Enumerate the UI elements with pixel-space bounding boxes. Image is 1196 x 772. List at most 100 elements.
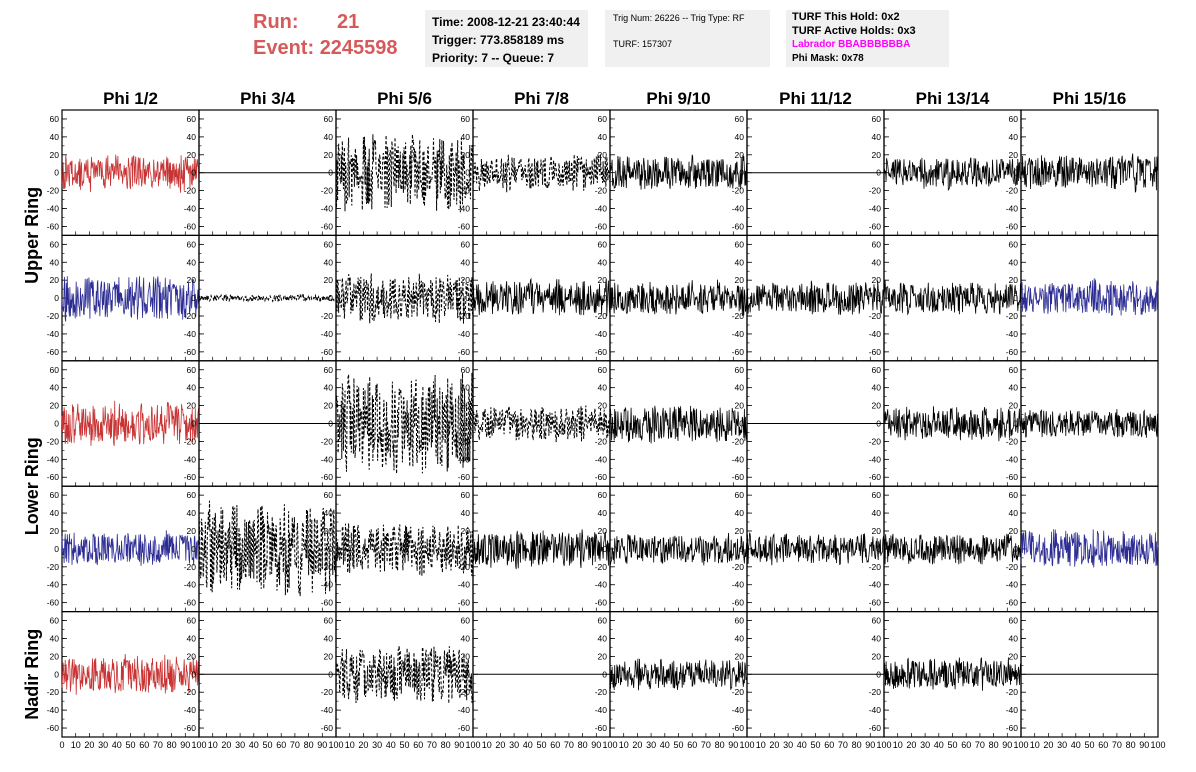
y-tick-label: -60 — [184, 723, 197, 733]
y-tick-label: 60 — [598, 114, 608, 124]
waveform-trace — [198, 293, 337, 303]
waveform-trace — [472, 405, 611, 443]
y-tick-label: 20 — [324, 275, 334, 285]
waveform-panel: -60 -40 -20 0 20 40 60 — [732, 485, 885, 613]
y-tick-label: -40 — [732, 454, 745, 464]
y-tick-label: 0 — [602, 419, 607, 429]
y-tick-label: 0 — [739, 293, 744, 303]
x-tick-label: 90 — [454, 740, 464, 750]
waveform-panel: -60 -40 -20 0 20 40 60 — [1006, 234, 1159, 362]
x-tick-label: 20 — [769, 740, 779, 750]
x-tick-label: 40 — [797, 740, 807, 750]
y-tick-label: -40 — [47, 580, 60, 590]
x-tick-label: 10 — [208, 740, 218, 750]
y-tick-label: 20 — [461, 275, 471, 285]
y-tick-label: 0 — [1013, 168, 1018, 178]
y-tick-label: -60 — [321, 598, 334, 608]
y-tick-label: 60 — [461, 114, 471, 124]
y-tick-label: 40 — [598, 508, 608, 518]
x-tick-label: 20 — [495, 740, 505, 750]
y-tick-label: 20 — [735, 651, 745, 661]
waveform-panel: -60 -40 -20 0 20 40 60 — [184, 485, 337, 613]
ring-label: Nadir Ring — [22, 629, 42, 720]
y-tick-label: -20 — [732, 562, 745, 572]
turf-active-holds-text: TURF Active Holds: 0x3 — [792, 25, 916, 37]
y-tick-label: 20 — [461, 150, 471, 160]
y-tick-label: 60 — [324, 365, 334, 375]
y-tick-label: 20 — [1009, 401, 1019, 411]
x-tick-label: 70 — [564, 740, 574, 750]
y-tick-label: 40 — [1009, 383, 1019, 393]
y-tick-label: -60 — [321, 221, 334, 231]
y-tick-label: 60 — [872, 616, 882, 626]
x-tick-label: 70 — [838, 740, 848, 750]
x-tick-label: 80 — [304, 740, 314, 750]
y-tick-label: 20 — [598, 526, 608, 536]
x-tick-label: 50 — [810, 740, 820, 750]
y-tick-label: -60 — [184, 347, 197, 357]
waveform-panel: -60 -40 -20 0 20 40 60 — [595, 109, 748, 237]
y-tick-label: -20 — [1006, 562, 1019, 572]
y-tick-label: -40 — [732, 204, 745, 214]
y-tick-label: -20 — [595, 186, 608, 196]
x-tick-label: 70 — [1112, 740, 1122, 750]
y-tick-label: -20 — [321, 186, 334, 196]
y-tick-label: -20 — [595, 562, 608, 572]
x-tick-label: 80 — [989, 740, 999, 750]
x-tick-label: 80 — [852, 740, 862, 750]
y-tick-label: 20 — [324, 526, 334, 536]
y-tick-label: 20 — [461, 651, 471, 661]
y-tick-label: 0 — [465, 669, 470, 679]
y-tick-label: 0 — [1013, 293, 1018, 303]
waveform-trace — [198, 500, 337, 597]
y-tick-label: 60 — [461, 616, 471, 626]
waveform-trace — [746, 532, 885, 566]
y-tick-label: 40 — [50, 508, 60, 518]
y-tick-label: 40 — [324, 383, 334, 393]
y-tick-label: 20 — [735, 401, 745, 411]
y-tick-label: 60 — [1009, 239, 1019, 249]
y-tick-label: 40 — [598, 383, 608, 393]
y-tick-label: -20 — [1006, 311, 1019, 321]
y-tick-label: 0 — [876, 293, 881, 303]
y-tick-label: 60 — [872, 490, 882, 500]
y-tick-label: 40 — [872, 132, 882, 142]
y-tick-label: 60 — [598, 490, 608, 500]
x-tick-label: 10 — [756, 740, 766, 750]
y-tick-label: 40 — [461, 257, 471, 267]
waveform-trace — [61, 154, 200, 193]
y-tick-label: 60 — [735, 616, 745, 626]
y-tick-label: -60 — [458, 723, 471, 733]
y-tick-label: -20 — [47, 311, 60, 321]
y-tick-label: 20 — [461, 526, 471, 536]
waveform-panel: -60 -40 -20 0 20 40 60 — [184, 360, 337, 487]
y-tick-label: -40 — [869, 454, 882, 464]
y-tick-label: 20 — [50, 401, 60, 411]
y-tick-label: 0 — [328, 168, 333, 178]
waveform-panel: -60 -40 -20 0 20 40 60 — [47, 109, 200, 237]
y-tick-label: 20 — [187, 275, 197, 285]
x-tick-label: 50 — [125, 740, 135, 750]
y-tick-label: 0 — [54, 544, 59, 554]
y-tick-label: 20 — [872, 651, 882, 661]
y-tick-label: 60 — [1009, 490, 1019, 500]
y-tick-label: 20 — [324, 150, 334, 160]
y-tick-label: -20 — [595, 436, 608, 446]
y-tick-label: 60 — [735, 114, 745, 124]
y-tick-label: 60 — [50, 239, 60, 249]
x-tick-label: 40 — [249, 740, 259, 750]
y-tick-label: -20 — [184, 436, 197, 446]
x-tick-label: 80 — [715, 740, 725, 750]
column-title: Phi 3/4 — [240, 89, 295, 108]
y-tick-label: 40 — [735, 383, 745, 393]
y-tick-label: 20 — [324, 401, 334, 411]
y-tick-label: -20 — [869, 186, 882, 196]
y-tick-label: -60 — [1006, 723, 1019, 733]
y-tick-label: -20 — [732, 311, 745, 321]
waveform-trace — [1020, 278, 1159, 316]
y-tick-label: 20 — [872, 401, 882, 411]
turf-info-box: TURF This Hold: 0x2 TURF Active Holds: 0… — [786, 10, 949, 67]
waveform-panel: -60 -40 -20 0 20 40 60 — [47, 485, 200, 613]
y-tick-label: -20 — [321, 562, 334, 572]
